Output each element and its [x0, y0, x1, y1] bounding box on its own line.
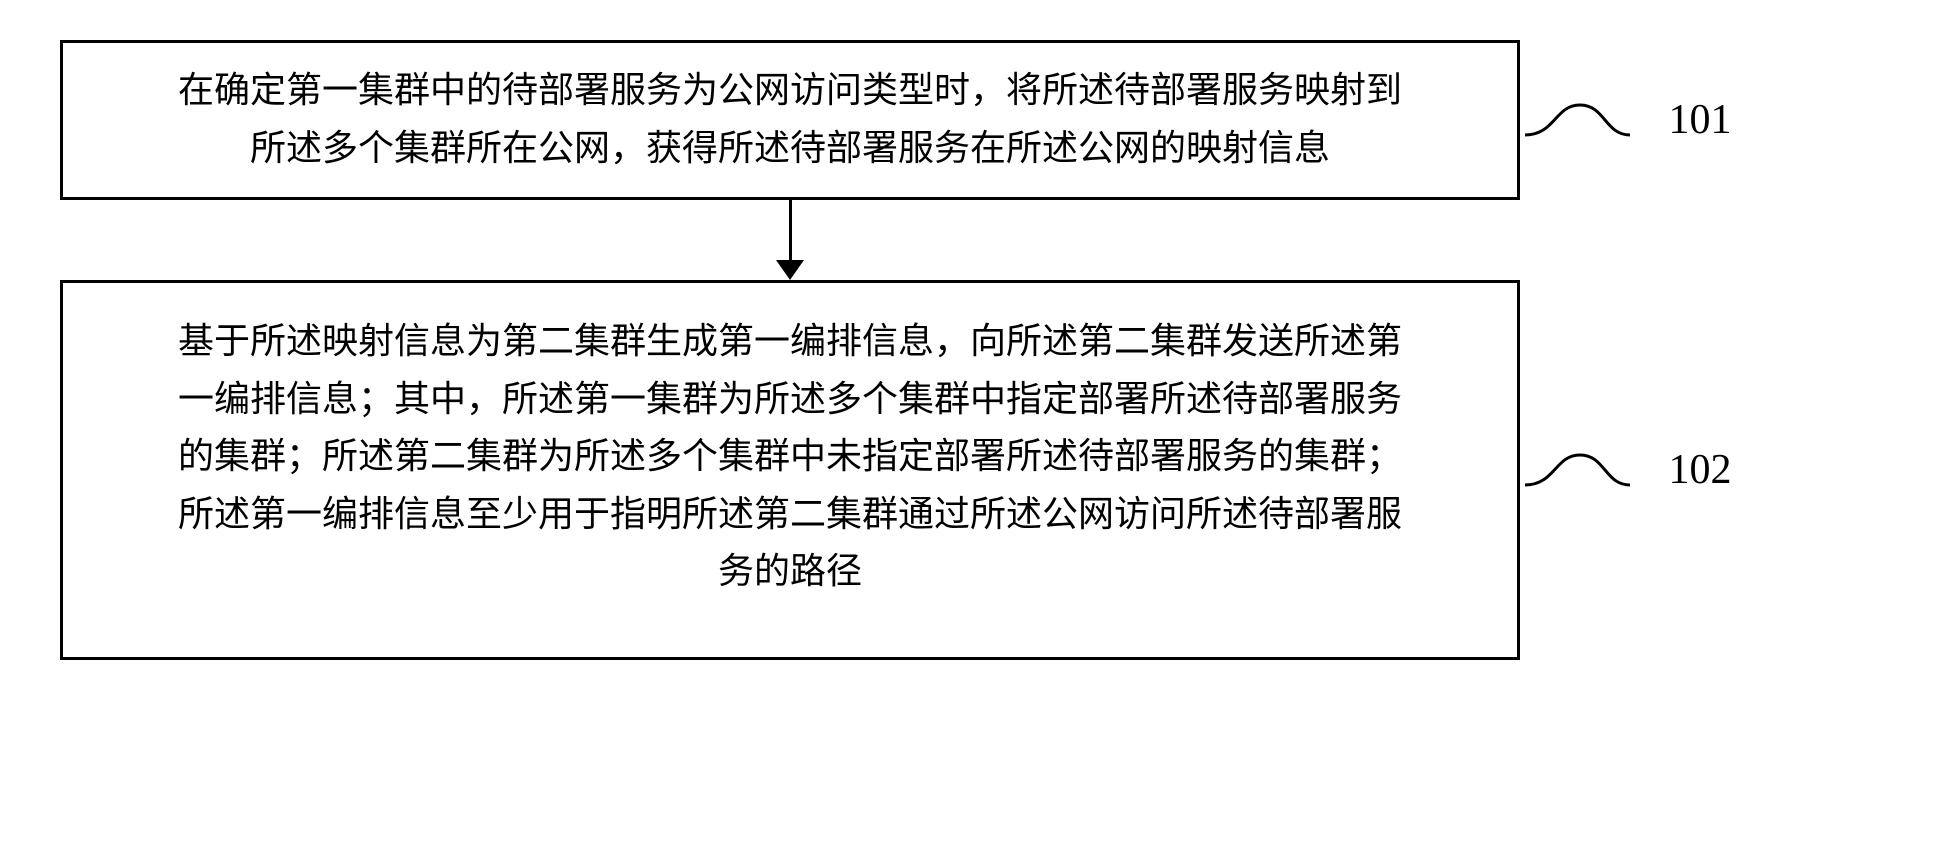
step-label-102: 102	[1640, 446, 1760, 494]
box-text-line-102-4: 务的路径	[698, 543, 882, 601]
curve-connector-101	[1520, 40, 1640, 200]
box-text-line-102-3: 所述第一编排信息至少用于指明所述第二集群通过所述公网访问所述待部署服	[158, 486, 1422, 544]
arrow-line-1	[789, 200, 792, 260]
arrow-head-1	[776, 260, 804, 280]
box-text-line-102-1: 一编排信息；其中，所述第一集群为所述多个集群中指定部署所述待部署服务	[158, 371, 1422, 429]
curve-svg-102	[1520, 280, 1640, 660]
box-text-line-101-1: 所述多个集群所在公网，获得所述待部署服务在所述公网的映射信息	[230, 120, 1350, 178]
box-text-line-101-0: 在确定第一集群中的待部署服务为公网访问类型时，将所述待部署服务映射到	[158, 62, 1422, 120]
flowchart-container: 在确定第一集群中的待部署服务为公网访问类型时，将所述待部署服务映射到 所述多个集…	[60, 40, 1884, 660]
step-label-101: 101	[1640, 96, 1760, 144]
flow-box-102: 基于所述映射信息为第二集群生成第一编排信息，向所述第二集群发送所述第 一编排信息…	[60, 280, 1520, 660]
curve-connector-102	[1520, 280, 1640, 660]
curve-svg-101	[1520, 40, 1640, 200]
flow-row-102: 基于所述映射信息为第二集群生成第一编排信息，向所述第二集群发送所述第 一编排信息…	[60, 280, 1884, 660]
flow-row-101: 在确定第一集群中的待部署服务为公网访问类型时，将所述待部署服务映射到 所述多个集…	[60, 40, 1884, 200]
arrow-down-1	[776, 200, 804, 280]
box-text-line-102-2: 的集群；所述第二集群为所述多个集群中未指定部署所述待部署服务的集群；	[158, 428, 1422, 486]
box-text-line-102-0: 基于所述映射信息为第二集群生成第一编排信息，向所述第二集群发送所述第	[158, 313, 1422, 371]
arrow-row-1	[60, 200, 1884, 280]
flow-box-101: 在确定第一集群中的待部署服务为公网访问类型时，将所述待部署服务映射到 所述多个集…	[60, 40, 1520, 200]
